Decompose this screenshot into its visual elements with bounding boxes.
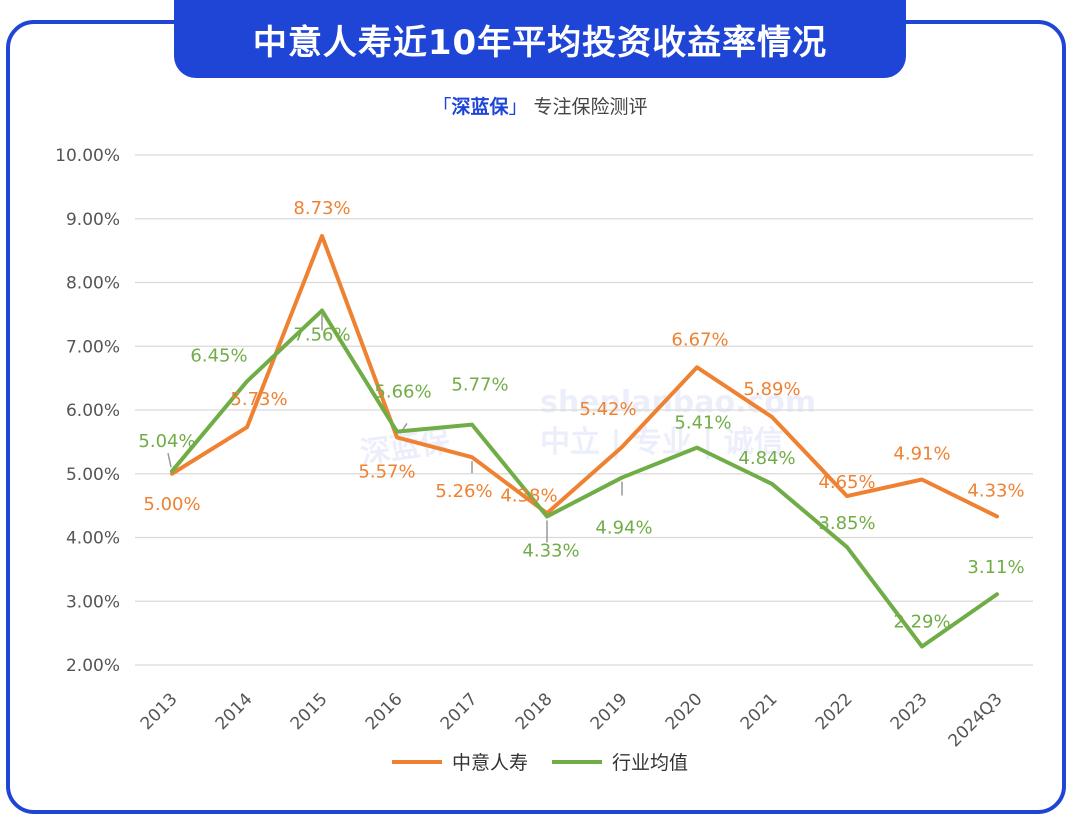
data-label-zhongyi: 5.89%	[743, 379, 800, 400]
data-label-zhongyi: 5.42%	[579, 399, 636, 420]
subtitle-tagline: 专注保险测评	[533, 96, 648, 118]
data-label-industry: 7.56%	[293, 325, 350, 346]
x-tick-label: 2017	[437, 689, 482, 734]
data-label-zhongyi: 4.65%	[818, 472, 875, 493]
y-tick-label: 7.00%	[66, 337, 120, 357]
data-label-industry: 4.94%	[595, 518, 652, 539]
legend-swatch-green	[552, 759, 602, 764]
x-tick-label: 2013	[137, 689, 182, 734]
watermark-slogan: 中立 | 专业 | 诚信	[540, 425, 784, 460]
series-lines	[170, 233, 999, 649]
data-label-industry: 5.66%	[374, 382, 431, 403]
x-tick-label: 2020	[662, 689, 707, 734]
subtitle-bracket-open: 「	[432, 96, 452, 118]
data-label-zhongyi: 5.57%	[358, 461, 415, 482]
y-tick-label: 3.00%	[66, 592, 120, 612]
data-label-zhongyi: 5.00%	[143, 494, 200, 515]
series-line-industry	[170, 308, 999, 649]
subtitle-bracket-close: 」	[508, 96, 528, 118]
x-tick-label: 2023	[887, 689, 932, 734]
subtitle-brand: 深蓝保	[451, 96, 509, 118]
y-axis: 10.00% 9.00% 8.00% 7.00% 6.00% 5.00% 4.00% 3.00…	[55, 146, 120, 676]
data-label-zhongyi: 4.91%	[893, 443, 950, 464]
y-tick-label: 5.00%	[66, 465, 120, 485]
data-label-industry: 5.04%	[138, 431, 195, 452]
legend-label-zhongyi: 中意人寿	[451, 752, 528, 774]
data-label-industry: 2.29%	[893, 612, 950, 633]
y-tick-label: 9.00%	[66, 210, 120, 230]
legend-item-industry: 行业均值	[552, 748, 688, 775]
x-tick-label: 2014	[212, 689, 257, 734]
data-label-industry: 6.45%	[190, 345, 247, 366]
chart-frame	[6, 20, 1066, 814]
data-label-zhongyi: 4.33%	[967, 480, 1024, 501]
data-label-zhongyi: 4.38%	[500, 485, 557, 506]
page-title: 中意人寿近10年平均投资收益率情况	[252, 22, 828, 63]
data-label-zhongyi: 6.67%	[671, 329, 728, 350]
data-label-industry: 5.41%	[674, 413, 731, 434]
series-line-zhongyi	[170, 233, 999, 519]
data-label-industry: 5.77%	[451, 375, 508, 396]
legend-label-industry: 行业均值	[612, 752, 689, 774]
x-tick-label: 2021	[737, 689, 782, 734]
y-tick-label: 4.00%	[66, 529, 120, 549]
y-tick-label: 8.00%	[66, 274, 120, 294]
legend-item-zhongyi: 中意人寿	[391, 748, 528, 775]
legend-swatch-orange	[391, 759, 442, 764]
x-tick-label: 2022	[812, 689, 857, 734]
data-label-industry: 4.84%	[738, 448, 795, 469]
data-label-zhongyi: 5.26%	[435, 481, 492, 502]
data-label-industry: 3.85%	[818, 513, 875, 534]
y-tick-label: 6.00%	[66, 401, 120, 421]
x-tick-label: 2018	[512, 689, 557, 734]
subtitle: 「深蓝保」 专注保险测评	[0, 92, 1080, 119]
data-label-zhongyi: 5.73%	[230, 389, 287, 410]
title-banner: 中意人寿近10年平均投资收益率情况	[174, 0, 906, 78]
data-label-industry: 3.11%	[967, 557, 1024, 578]
x-axis: 2013 2014 2015 2016 2017 2018 2019 2020 2021 2022…	[137, 689, 1007, 751]
data-label-zhongyi: 8.73%	[293, 198, 350, 219]
x-tick-label: 2016	[362, 689, 407, 734]
data-labels: 5.00% 5.73% 8.73% 5.57% 5.26% 4.38% 5.42% 6.67%…	[138, 198, 1024, 633]
grid	[135, 154, 1033, 666]
data-label-industry: 4.33%	[522, 540, 579, 561]
y-tick-label: 10.00%	[55, 146, 120, 166]
y-tick-label: 2.00%	[66, 656, 120, 676]
x-tick-label: 2019	[587, 689, 632, 734]
legend: 中意人寿 行业均值	[0, 748, 1080, 775]
x-tick-label: 2015	[287, 689, 332, 734]
label-leader-line	[167, 453, 172, 468]
x-tick-label: 2024Q3	[945, 689, 1007, 751]
